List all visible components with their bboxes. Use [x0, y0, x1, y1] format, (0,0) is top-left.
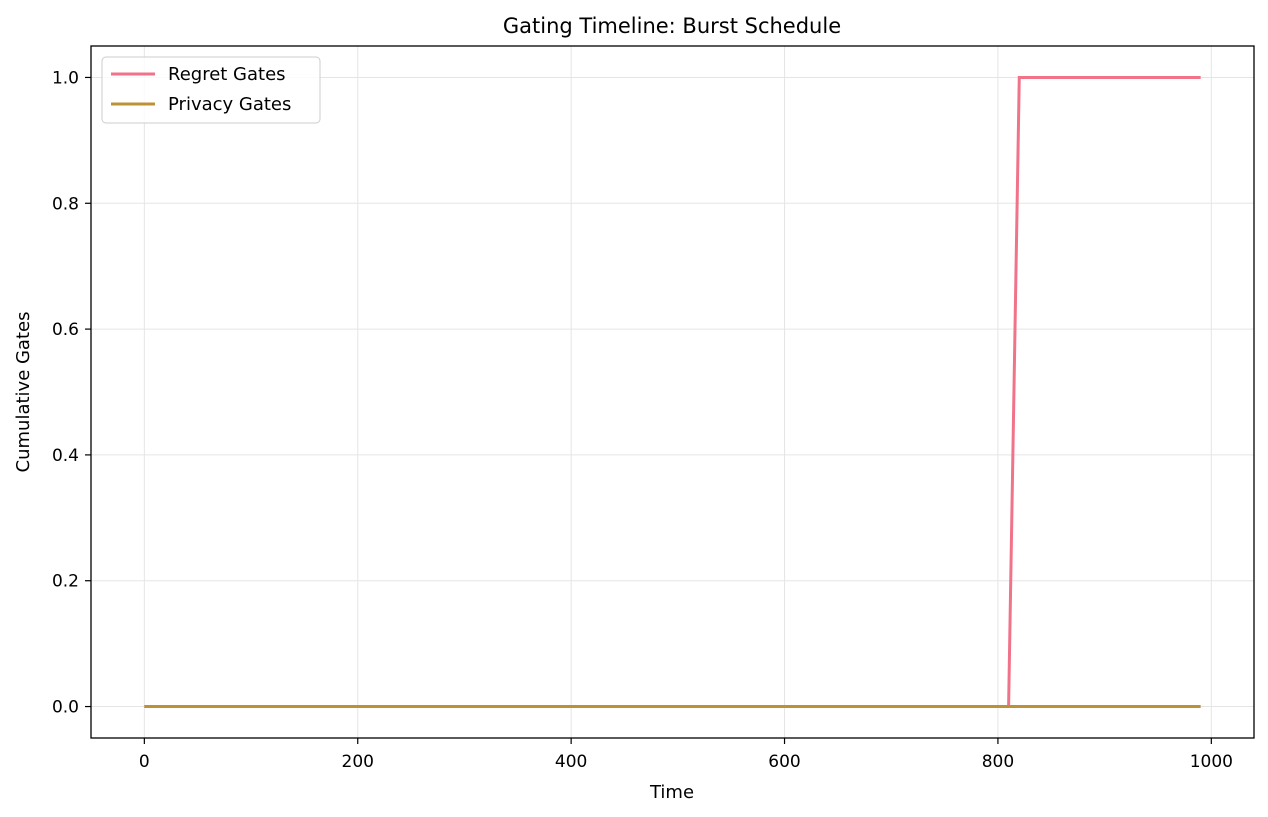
- x-axis-label: Time: [649, 782, 694, 803]
- y-tick-label: 0.8: [52, 194, 79, 214]
- data-series: [144, 75, 1201, 709]
- x-tick-label: 1000: [1190, 752, 1233, 772]
- y-tick-label: 0.2: [52, 572, 79, 592]
- legend-box: [101, 56, 321, 124]
- legend-label-privacy-gates: Privacy Gates: [168, 94, 291, 115]
- legend-label-regret-gates: Regret Gates: [168, 64, 286, 85]
- y-tick-label: 0.4: [52, 446, 79, 466]
- series-line-regret-gates: [144, 75, 1201, 709]
- legend: Regret Gates Privacy Gates: [101, 56, 321, 124]
- y-axis-label: Cumulative Gates: [13, 312, 34, 473]
- plot-frame: [90, 45, 1255, 739]
- y-axis-ticks: 0.0 0.2 0.4 0.6 0.8 1.0: [52, 68, 91, 718]
- x-tick-label: 200: [342, 752, 374, 772]
- x-tick-label: 0: [139, 752, 150, 772]
- y-tick-label: 0.6: [52, 320, 79, 340]
- x-tick-label: 600: [768, 752, 800, 772]
- x-axis-ticks: 0 200 400 600 800 1000: [139, 738, 1233, 772]
- x-tick-label: 800: [982, 752, 1014, 772]
- grid-lines: [91, 46, 1254, 738]
- y-tick-label: 1.0: [52, 68, 79, 88]
- y-tick-label: 0.0: [52, 698, 79, 718]
- chart-title: Gating Timeline: Burst Schedule: [503, 14, 841, 38]
- x-tick-label: 400: [555, 752, 587, 772]
